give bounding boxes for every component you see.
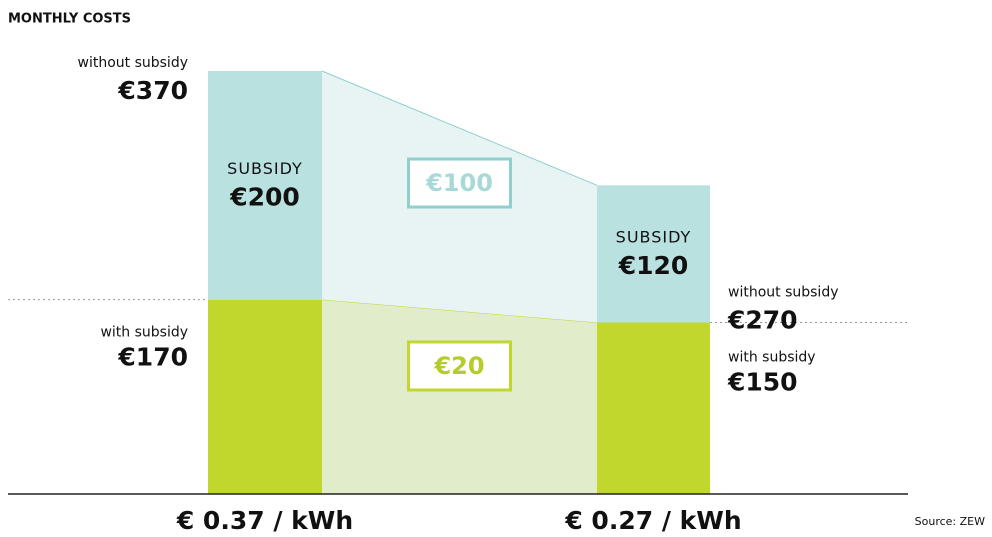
difference-label: €100 (425, 169, 493, 197)
total-name: without subsidy (728, 284, 839, 300)
connector-line (321, 70, 598, 186)
series-name: with subsidy (728, 350, 816, 366)
connector (322, 299, 597, 494)
value-label: €150 (727, 368, 798, 397)
x-tick-label: € 0.27 / kWh (564, 506, 741, 535)
value-label: €120 (618, 251, 689, 280)
source: Source: ZEW (915, 515, 985, 528)
bar-segment (208, 71, 322, 300)
series-name: SUBSIDY (616, 227, 692, 246)
total-name: without subsidy (78, 55, 189, 71)
series-name: SUBSIDY (227, 159, 303, 178)
total-label: €370 (117, 76, 188, 105)
x-tick-label: € 0.37 / kWh (176, 506, 353, 535)
bar-segment (597, 322, 710, 494)
difference-box (407, 340, 512, 392)
difference-box (407, 157, 512, 209)
series-name: with subsidy (100, 325, 188, 341)
bar-segment (208, 299, 322, 494)
chart-title: MONTHLY COSTS (8, 12, 131, 27)
value-label: €170 (117, 343, 188, 372)
value-label: €200 (229, 182, 300, 211)
bar-segment (597, 185, 710, 323)
total-label: €270 (727, 305, 798, 334)
difference-label: €20 (433, 352, 484, 380)
